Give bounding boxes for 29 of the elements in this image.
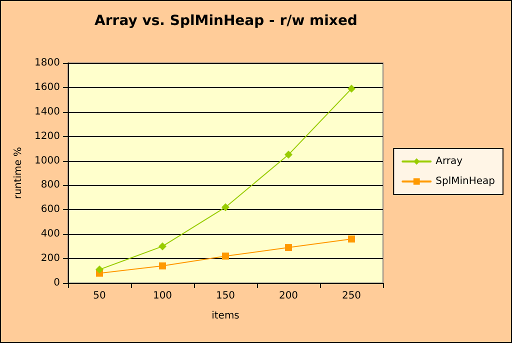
x-axis-title: items [212,310,240,322]
y-tick-label: 1000 [34,155,60,166]
chart-title: Array vs. SplMinHeap - r/w mixed [94,13,358,29]
y-tick-label: 1600 [34,82,60,93]
point [284,150,292,159]
y-tick-label: 800 [40,180,60,191]
y-tick-label: 0 [54,278,60,288]
y-tick-label: 1200 [34,130,60,142]
y-tick-label: 400 [40,228,60,240]
point [285,244,292,252]
y-tick-label: 600 [40,204,60,216]
y-tick-label: 1800 [34,58,60,68]
x-tick-label: 150 [216,290,236,302]
x-tick-label: 100 [152,290,172,302]
x-tick-label: 50 [93,290,106,302]
point [348,84,356,93]
y-tick-label: 1400 [34,106,60,118]
point [159,262,166,270]
point [348,236,355,242]
point [96,266,104,274]
legend-label: Array [436,156,463,167]
y-tick-label: 200 [40,253,60,264]
x-tick-label: 200 [278,290,298,302]
point [158,242,166,250]
x-tick-label: 250 [342,290,362,302]
legend-label: SplMinHeap [436,176,496,187]
point [222,203,230,212]
point [222,252,229,260]
y-axis-title: runtime % [13,146,24,200]
